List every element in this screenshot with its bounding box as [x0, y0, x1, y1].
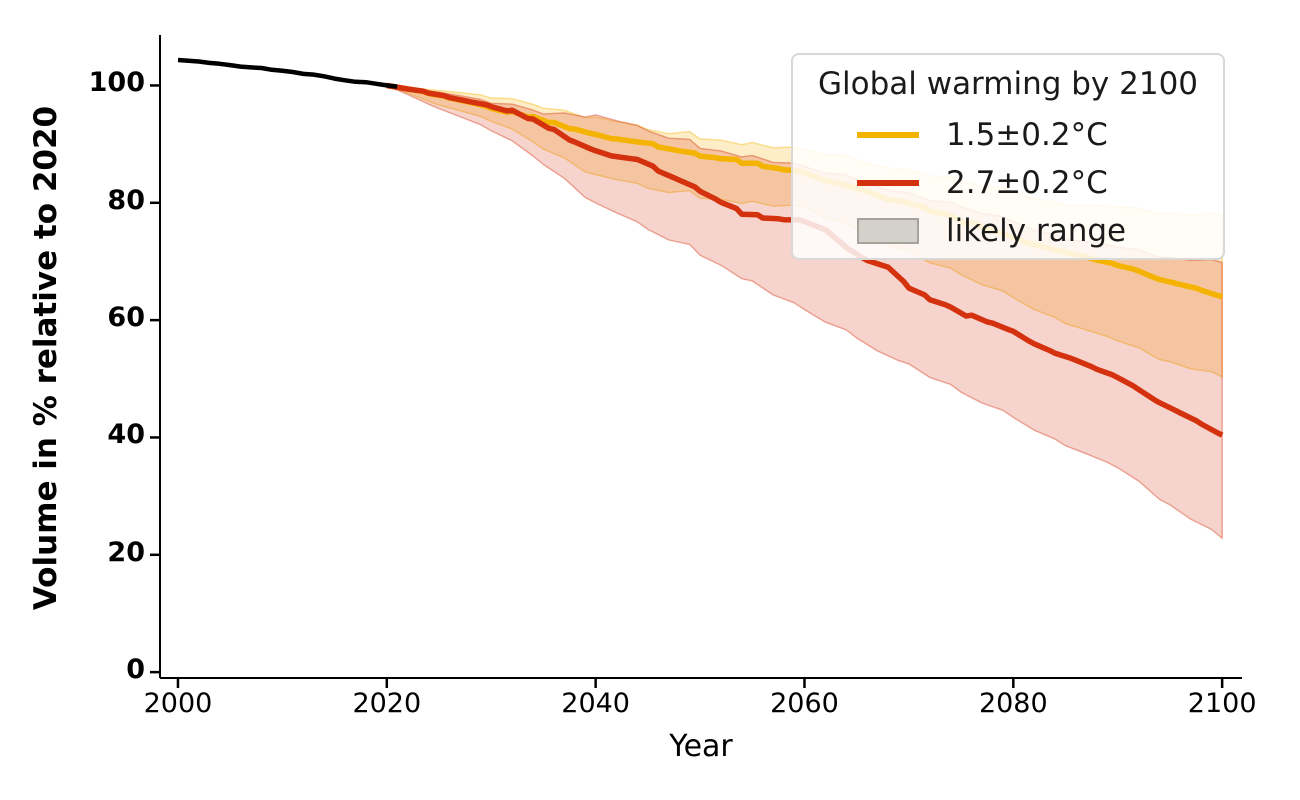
legend: Global warming by 2100 1.5±0.2°C 2.7±0.2…	[791, 53, 1225, 260]
line-historical	[177, 57, 398, 89]
y-tick-label-100: 100	[88, 67, 145, 99]
legend-title: Global warming by 2100	[817, 66, 1199, 102]
x-tick-label-2100: 2100	[1187, 688, 1257, 719]
x-tick-label-2080: 2080	[978, 688, 1048, 719]
y-tick-label-80: 80	[107, 184, 145, 216]
legend-entry-2-7c: 2.7±0.2°C	[793, 159, 1223, 207]
band-warming-2.7C	[386, 84, 1223, 540]
legend-patch-swatch-likely-range-icon	[857, 218, 919, 244]
x-tick-label-2000: 2000	[143, 688, 213, 719]
legend-label-1-5c: 1.5±0.2°C	[946, 117, 1108, 153]
x-tick-label-2040: 2040	[561, 688, 630, 719]
y-tick-label-40: 40	[107, 419, 145, 451]
y-tick-label-20: 20	[107, 536, 145, 568]
y-tick-label-60: 60	[107, 302, 145, 334]
x-axis-label: Year	[669, 729, 733, 764]
legend-label-2-7c: 2.7±0.2°C	[946, 165, 1108, 201]
x-tick-label-2020: 2020	[352, 688, 422, 719]
legend-entry-1-5c: 1.5±0.2°C	[793, 111, 1223, 159]
legend-line-swatch-1-5c-icon	[857, 132, 919, 138]
legend-entry-likely-range: likely range	[793, 207, 1223, 255]
legend-line-swatch-2-7c-icon	[857, 180, 919, 186]
y-axis-label: Volume in % relative to 2020	[28, 105, 64, 611]
legend-label-likely-range: likely range	[946, 213, 1127, 249]
x-tick-label-2060: 2060	[770, 688, 839, 719]
y-tick-label-0: 0	[126, 654, 145, 686]
